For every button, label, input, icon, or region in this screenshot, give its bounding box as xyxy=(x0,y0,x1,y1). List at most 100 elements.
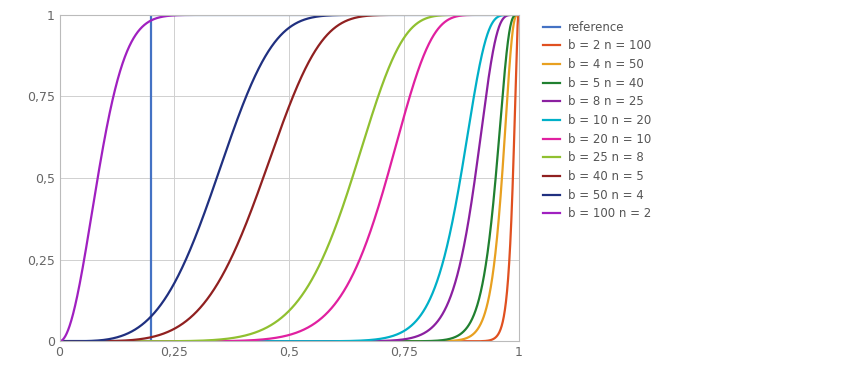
b = 40 n = 5 xyxy=(513,13,524,17)
b = 2 n = 100 xyxy=(250,339,260,344)
b = 50 n = 4 xyxy=(134,325,145,329)
b = 2 n = 100 xyxy=(54,339,65,344)
b = 40 n = 5 xyxy=(54,339,65,344)
b = 10 n = 20 xyxy=(455,178,465,183)
Legend: reference, b = 2 n = 100, b = 4 n = 50, b = 5 n = 40, b = 8 n = 25, b = 10 n = 2: reference, b = 2 n = 100, b = 4 n = 50, … xyxy=(543,21,651,220)
b = 25 n = 8 xyxy=(54,339,65,344)
b = 40 n = 5 xyxy=(505,13,515,17)
b = 10 n = 20 xyxy=(250,339,260,344)
b = 2 n = 100 xyxy=(230,339,241,344)
b = 8 n = 25 xyxy=(250,339,260,344)
b = 25 n = 8 xyxy=(250,330,260,335)
Line: b = 20 n = 10: b = 20 n = 10 xyxy=(60,15,519,341)
Line: b = 100 n = 2: b = 100 n = 2 xyxy=(60,15,519,341)
Line: reference: reference xyxy=(60,15,519,341)
b = 10 n = 20 xyxy=(513,13,523,17)
Line: b = 8 n = 25: b = 8 n = 25 xyxy=(60,15,519,341)
b = 2 n = 100 xyxy=(107,339,117,344)
b = 20 n = 10 xyxy=(504,13,514,17)
b = 8 n = 25 xyxy=(54,339,65,344)
reference xyxy=(146,339,156,344)
b = 25 n = 8 xyxy=(134,339,145,344)
b = 50 n = 4 xyxy=(250,73,260,78)
b = 100 n = 2 xyxy=(455,13,465,17)
b = 8 n = 25 xyxy=(134,339,145,344)
b = 8 n = 25 xyxy=(107,339,117,344)
b = 10 n = 20 xyxy=(504,13,514,17)
reference xyxy=(513,13,524,17)
b = 100 n = 2 xyxy=(230,13,241,17)
b = 4 n = 50 xyxy=(455,338,465,342)
b = 50 n = 4 xyxy=(107,336,117,341)
b = 40 n = 5 xyxy=(455,13,465,17)
b = 40 n = 5 xyxy=(250,197,260,201)
b = 20 n = 10 xyxy=(107,339,117,344)
b = 25 n = 8 xyxy=(513,13,524,17)
b = 100 n = 2 xyxy=(513,13,524,17)
b = 8 n = 25 xyxy=(230,339,241,344)
Line: b = 5 n = 40: b = 5 n = 40 xyxy=(60,15,519,341)
b = 100 n = 2 xyxy=(250,13,260,17)
b = 5 n = 40 xyxy=(513,13,524,17)
b = 20 n = 10 xyxy=(506,13,516,17)
b = 5 n = 40 xyxy=(107,339,117,344)
b = 2 n = 100 xyxy=(504,256,514,260)
b = 100 n = 2 xyxy=(54,339,65,344)
b = 5 n = 40 xyxy=(230,339,241,344)
b = 4 n = 50 xyxy=(134,339,145,344)
b = 100 n = 2 xyxy=(107,101,117,105)
b = 40 n = 5 xyxy=(230,247,241,251)
b = 5 n = 40 xyxy=(455,332,465,336)
reference xyxy=(54,339,65,344)
b = 20 n = 10 xyxy=(513,13,524,17)
Line: b = 4 n = 50: b = 4 n = 50 xyxy=(60,15,519,341)
b = 4 n = 50 xyxy=(250,339,260,344)
b = 5 n = 40 xyxy=(250,339,260,344)
b = 8 n = 25 xyxy=(513,13,524,17)
b = 50 n = 4 xyxy=(455,13,465,17)
b = 8 n = 25 xyxy=(513,13,524,17)
b = 8 n = 25 xyxy=(455,262,465,266)
b = 5 n = 40 xyxy=(134,339,145,344)
b = 50 n = 4 xyxy=(230,122,241,127)
b = 20 n = 10 xyxy=(455,13,465,18)
b = 8 n = 25 xyxy=(504,13,514,17)
Line: b = 25 n = 8: b = 25 n = 8 xyxy=(60,15,519,341)
b = 4 n = 50 xyxy=(107,339,117,344)
Line: b = 2 n = 100: b = 2 n = 100 xyxy=(60,15,519,341)
b = 100 n = 2 xyxy=(505,13,515,17)
b = 20 n = 10 xyxy=(250,338,260,342)
b = 10 n = 20 xyxy=(513,13,524,17)
b = 20 n = 10 xyxy=(230,339,241,343)
b = 4 n = 50 xyxy=(230,339,241,344)
Line: b = 40 n = 5: b = 40 n = 5 xyxy=(60,15,519,341)
b = 100 n = 2 xyxy=(311,13,321,17)
b = 2 n = 100 xyxy=(134,339,145,344)
b = 25 n = 8 xyxy=(107,339,117,344)
b = 5 n = 40 xyxy=(54,339,65,344)
reference xyxy=(146,13,156,17)
b = 40 n = 5 xyxy=(134,337,145,342)
b = 50 n = 4 xyxy=(445,13,456,17)
b = 25 n = 8 xyxy=(230,335,241,340)
b = 10 n = 20 xyxy=(54,339,65,344)
b = 10 n = 20 xyxy=(230,339,241,344)
b = 10 n = 20 xyxy=(134,339,145,344)
b = 20 n = 10 xyxy=(134,339,145,344)
b = 25 n = 8 xyxy=(455,13,465,17)
b = 20 n = 10 xyxy=(54,339,65,344)
Line: b = 50 n = 4: b = 50 n = 4 xyxy=(60,15,519,341)
b = 4 n = 50 xyxy=(513,13,524,17)
b = 50 n = 4 xyxy=(54,339,65,344)
b = 40 n = 5 xyxy=(470,13,480,17)
b = 2 n = 100 xyxy=(455,339,465,344)
b = 50 n = 4 xyxy=(505,13,515,17)
b = 5 n = 40 xyxy=(504,29,514,33)
b = 2 n = 100 xyxy=(513,13,524,17)
b = 4 n = 50 xyxy=(504,64,514,68)
b = 25 n = 8 xyxy=(499,13,509,17)
b = 50 n = 4 xyxy=(513,13,524,17)
Line: b = 10 n = 20: b = 10 n = 20 xyxy=(60,15,519,341)
b = 40 n = 5 xyxy=(107,339,117,343)
b = 100 n = 2 xyxy=(134,28,145,33)
